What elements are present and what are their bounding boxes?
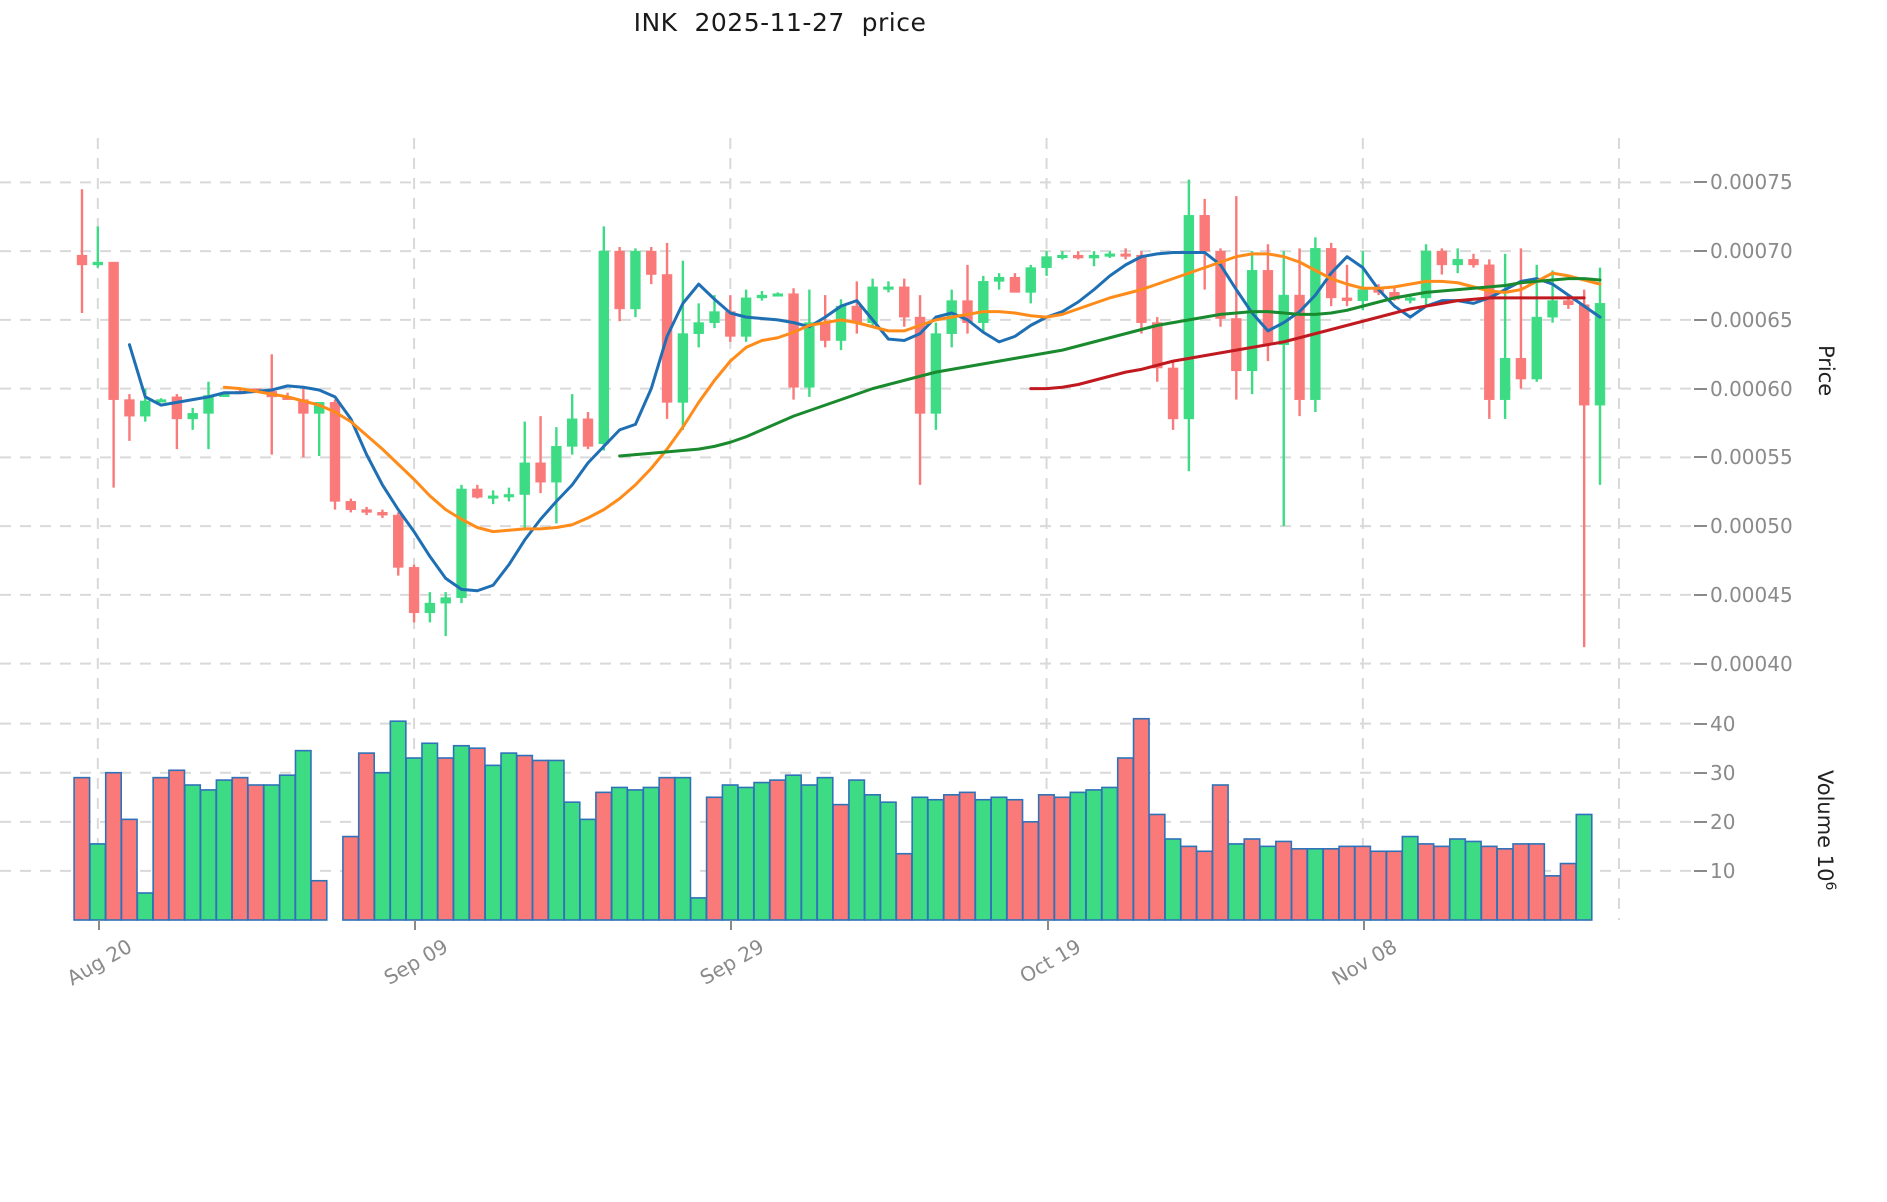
price-tick-label: 0.00060 <box>1710 376 1793 401</box>
volume-bar-group <box>73 717 1593 921</box>
date-tick-label-wrap: Nov 08 <box>1327 934 1400 990</box>
date-tick-label: Sep 09 <box>379 934 453 990</box>
volume-tick-mark <box>1694 869 1707 872</box>
date-tick-mark <box>1046 920 1049 930</box>
price-tick-mark <box>1694 593 1707 596</box>
price-tick-mark <box>1694 662 1707 665</box>
date-tick-label-wrap: Sep 09 <box>380 934 452 990</box>
volume-axis-label: Volume 106 <box>1813 770 1838 891</box>
price-tick-label: 0.00070 <box>1710 239 1793 264</box>
price-tick-label: 0.00040 <box>1710 651 1793 676</box>
volume-axis-label-text: Volume <box>1813 770 1837 849</box>
price-tick-mark <box>1694 456 1707 459</box>
volume-tick-mark <box>1694 771 1707 774</box>
volume-tick-label: 20 <box>1710 809 1736 834</box>
date-tick-mark <box>730 920 733 930</box>
chart-plot-area <box>0 138 1700 921</box>
ma-line-ma_mid <box>222 252 1602 534</box>
date-tick-label: Aug 20 <box>62 934 136 991</box>
volume-tick-label: 40 <box>1710 711 1736 736</box>
volume-tick-mark <box>1694 820 1707 823</box>
date-tick-label: Sep 29 <box>696 934 769 990</box>
price-tick-mark <box>1694 387 1707 390</box>
price-axis-label: Price <box>1814 345 1838 397</box>
ma-line-ma_xlong <box>1029 296 1586 391</box>
price-tick-label: 0.00065 <box>1710 307 1793 332</box>
date-tick-mark <box>1362 920 1365 930</box>
candlestick-volume-svg <box>0 138 1694 921</box>
candle-group <box>76 179 1606 648</box>
date-tick-mark <box>97 920 100 930</box>
chart-title: INK 2025-11-27 price <box>633 8 927 37</box>
price-tick-label: 0.00055 <box>1710 445 1793 470</box>
ma-line-ma_long <box>618 277 1602 458</box>
price-tick-mark <box>1694 181 1707 184</box>
price-tick-mark <box>1694 525 1707 528</box>
date-tick-label: Oct 19 <box>1015 934 1085 988</box>
price-tick-label: 0.00045 <box>1710 582 1793 607</box>
date-tick-mark <box>414 920 417 930</box>
date-tick-label-wrap: Oct 19 <box>1015 934 1084 988</box>
ma-line-ma_short <box>127 251 1602 593</box>
price-tick-label: 0.00075 <box>1710 170 1793 195</box>
date-tick-label-wrap: Sep 29 <box>696 934 768 990</box>
volume-axis-exponent: 6 <box>1822 881 1838 891</box>
price-tick-mark <box>1694 250 1707 253</box>
volume-tick-label: 10 <box>1710 858 1736 883</box>
price-tick-mark <box>1694 318 1707 321</box>
volume-tick-label: 30 <box>1710 760 1736 785</box>
volume-tick-mark <box>1694 722 1707 725</box>
price-tick-label: 0.00050 <box>1710 514 1793 539</box>
date-tick-label-wrap: Aug 20 <box>62 934 135 990</box>
date-tick-label: Nov 08 <box>1327 934 1401 991</box>
